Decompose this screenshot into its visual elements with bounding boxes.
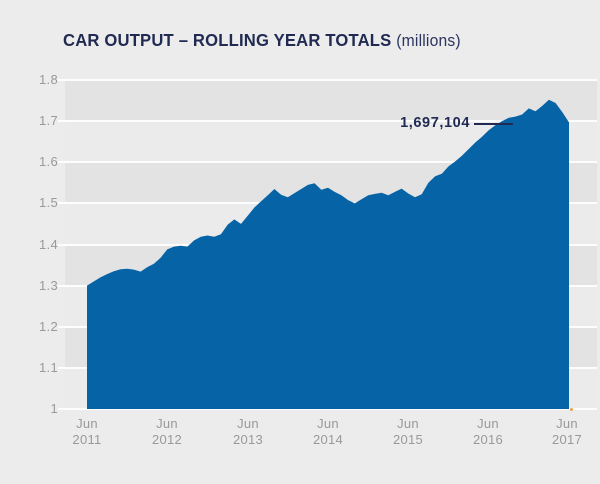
x-tick-label: Jun 2016 bbox=[456, 416, 520, 448]
x-tick-label: Jun 2015 bbox=[376, 416, 440, 448]
area-fill bbox=[87, 99, 569, 409]
x-tick-year: 2013 bbox=[232, 432, 264, 447]
x-tick-year: 2016 bbox=[472, 432, 504, 447]
x-tick-year: 2012 bbox=[151, 432, 183, 447]
x-tick-month: Jun bbox=[556, 416, 578, 431]
y-tick-label: 1 bbox=[50, 401, 58, 416]
y-tick-label: 1.2 bbox=[39, 318, 58, 334]
x-tick-month: Jun bbox=[156, 416, 178, 431]
y-tick-label: 1.1 bbox=[39, 359, 58, 375]
y-tick-label: 1.4 bbox=[39, 236, 58, 252]
x-tick-label: Jun 2017 bbox=[535, 416, 599, 448]
x-tick-month: Jun bbox=[76, 416, 98, 431]
x-tick-month: Jun bbox=[397, 416, 419, 431]
annotation-leader-line bbox=[474, 123, 513, 125]
x-tick-month: Jun bbox=[317, 416, 339, 431]
y-tick-label: 1.7 bbox=[39, 113, 58, 129]
x-tick-year: 2014 bbox=[312, 432, 344, 447]
x-tick-month: Jun bbox=[237, 416, 259, 431]
x-tick-month: Jun bbox=[477, 416, 499, 431]
x-tick-year: 2017 bbox=[551, 432, 583, 447]
gridline bbox=[58, 161, 597, 164]
chart-title: CAR OUTPUT – ROLLING YEAR TOTALS (millio… bbox=[63, 30, 461, 51]
chart-title-unit: (millions) bbox=[396, 32, 461, 50]
x-tick-year: 2015 bbox=[392, 432, 424, 447]
plot-band bbox=[65, 80, 597, 122]
series-end-marker bbox=[569, 407, 573, 411]
x-tick-year: 2011 bbox=[72, 432, 102, 447]
peak-annotation-value: 1,697,104 bbox=[400, 115, 470, 131]
y-tick-label: 1.6 bbox=[39, 154, 58, 170]
y-tick-label: 1.5 bbox=[39, 195, 58, 211]
x-tick-label: Jun 2012 bbox=[135, 416, 199, 448]
y-tick-label: 1.8 bbox=[39, 72, 58, 87]
gridline bbox=[58, 120, 597, 123]
y-tick-label: 1.3 bbox=[39, 277, 58, 293]
chart-title-text: CAR OUTPUT – ROLLING YEAR TOTALS bbox=[63, 30, 392, 50]
x-tick-label: Jun 2011 bbox=[55, 416, 119, 448]
x-tick-label: Jun 2013 bbox=[216, 416, 280, 448]
x-tick-label: Jun 2014 bbox=[296, 416, 360, 448]
gridline bbox=[58, 79, 597, 81]
